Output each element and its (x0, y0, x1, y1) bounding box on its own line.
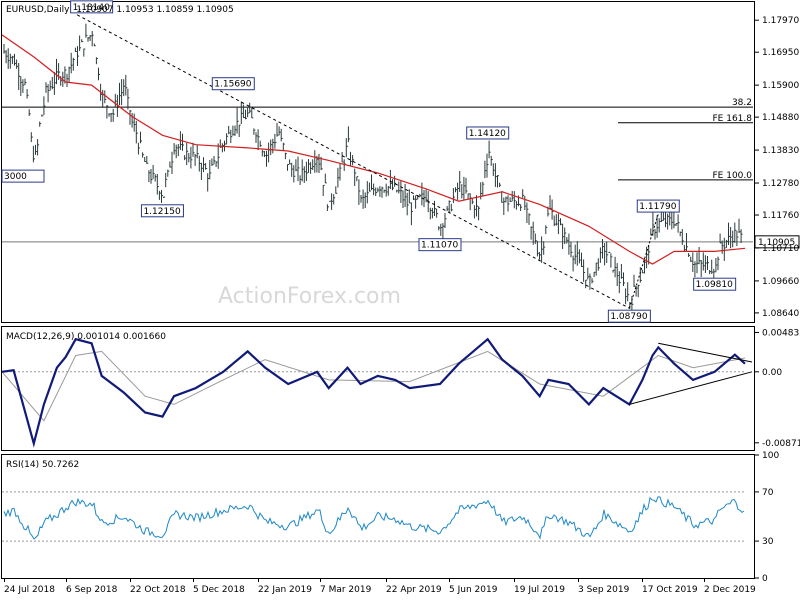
ohlc-values: 1.10907 1.10953 1.10859 1.10905 (76, 5, 233, 15)
macd-lines (1, 337, 753, 448)
price-label: 1.09810 (696, 280, 733, 290)
trendlines (76, 14, 659, 309)
downtrend-line (76, 14, 630, 309)
macd-signal-line (1, 350, 746, 422)
x-tick-label: 22 Jan 2019 (258, 585, 312, 595)
y-tick-label: 1.09660 (762, 277, 799, 287)
x-tick-label: 2 Dec 2019 (704, 585, 756, 595)
y-tick-label: 1.13830 (762, 146, 799, 156)
y-tick-label: 1.15900 (762, 81, 799, 91)
y-tick-label: 1.11760 (762, 211, 799, 221)
price-label-box (140, 204, 184, 218)
macd-trend-upper (658, 342, 753, 363)
watermark: ActionForex.com (218, 284, 401, 309)
macd-trend-lower (629, 371, 753, 405)
price-label: 1.12150 (143, 207, 180, 217)
rsi-series-line (3, 496, 745, 540)
price-label: 3000 (4, 172, 27, 182)
x-axis-ticks: 24 Jul 2018 6 Sep 2018 22 Oct 2018 5 Dec 20… (4, 578, 756, 595)
x-tick-label: 22 Apr 2019 (386, 585, 442, 595)
macd-panel-frame (1, 326, 755, 451)
rebound-line (628, 213, 659, 309)
y-tick-label: 1.14880 (762, 113, 799, 123)
macd-main-line (1, 337, 746, 448)
fib-level-label: 38.2 (732, 98, 752, 108)
macd-y-tick-label: -0.008718 (762, 439, 800, 449)
rsi-y-tick-label: 70 (762, 488, 774, 498)
current-price-box (754, 235, 800, 249)
price-labels: 1.18140 1.15690 1.12150 1.14120 1.11070 1.117… (1, 0, 737, 323)
x-tick-label: 5 Dec 2018 (193, 585, 245, 595)
x-tick-label: 7 Mar 2019 (320, 585, 372, 595)
moving-average-line (1, 34, 746, 265)
macd-y-tick-label: 0.00 (762, 368, 782, 378)
x-tick-label: 6 Sep 2018 (66, 585, 118, 595)
x-tick-label: 24 Jul 2018 (4, 585, 55, 595)
price-label-box (693, 277, 737, 291)
level-lines: 38.2 FE 161.8 FE 100.0 1.10905 (2, 98, 800, 249)
macd-y-tick-label: 0.004832 (762, 328, 800, 338)
x-tick-label: 5 Jun 2019 (449, 585, 498, 595)
macd-title: MACD(12,26,9) 0.001014 0.001660 (6, 332, 166, 342)
price-label-box (607, 309, 651, 323)
rsi-y-tick-label: 100 (762, 451, 779, 461)
price-label: 1.11070 (421, 241, 458, 251)
x-tick-label: 17 Oct 2019 (642, 585, 698, 595)
price-label: 1.18140 (73, 3, 110, 13)
price-label: 1.15690 (214, 80, 251, 90)
rsi-panel-frame (1, 454, 755, 579)
y-tick-label: 1.10710 (762, 244, 799, 254)
price-label-box (636, 199, 680, 213)
x-tick-label: 3 Sep 2019 (578, 585, 630, 595)
price-label: 1.14120 (469, 129, 506, 139)
price-label: 1.08790 (610, 312, 647, 322)
rsi-y-tick-label: 0 (762, 574, 768, 584)
x-tick-label: 22 Oct 2018 (130, 585, 186, 595)
y-axis-ticks: 1.17970 1.16950 1.15900 1.14880 1.13830 1.127… (755, 16, 800, 584)
y-tick-label: 1.12780 (762, 179, 799, 189)
price-label-box (418, 238, 462, 252)
fib-level-label: FE 100.0 (713, 171, 753, 181)
rsi-y-tick-label: 30 (762, 537, 774, 547)
price-label-box (70, 0, 114, 14)
chart-title: EURUSD,Daily 1.10907 1.10953 1.10859 1.1… (6, 5, 234, 15)
fib-level-label: FE 161.8 (713, 114, 753, 124)
symbol-label: EURUSD,Daily (6, 5, 70, 15)
y-tick-label: 1.16950 (762, 48, 799, 58)
moving-average (1, 34, 746, 265)
price-label-box (1, 169, 45, 183)
price-bars (3, 23, 743, 316)
y-tick-label: 1.17970 (762, 16, 799, 26)
price-label: 1.11790 (639, 202, 676, 212)
rsi-line (2, 491, 745, 542)
price-label-box (211, 77, 255, 91)
price-panel-frame (1, 1, 755, 323)
x-tick-label: 19 Jul 2019 (514, 585, 565, 595)
price-label-box (466, 126, 510, 140)
current-price-label: 1.10905 (758, 238, 795, 248)
y-tick-label: 1.08640 (762, 309, 799, 319)
rsi-title: RSI(14) 50.7262 (6, 460, 79, 470)
